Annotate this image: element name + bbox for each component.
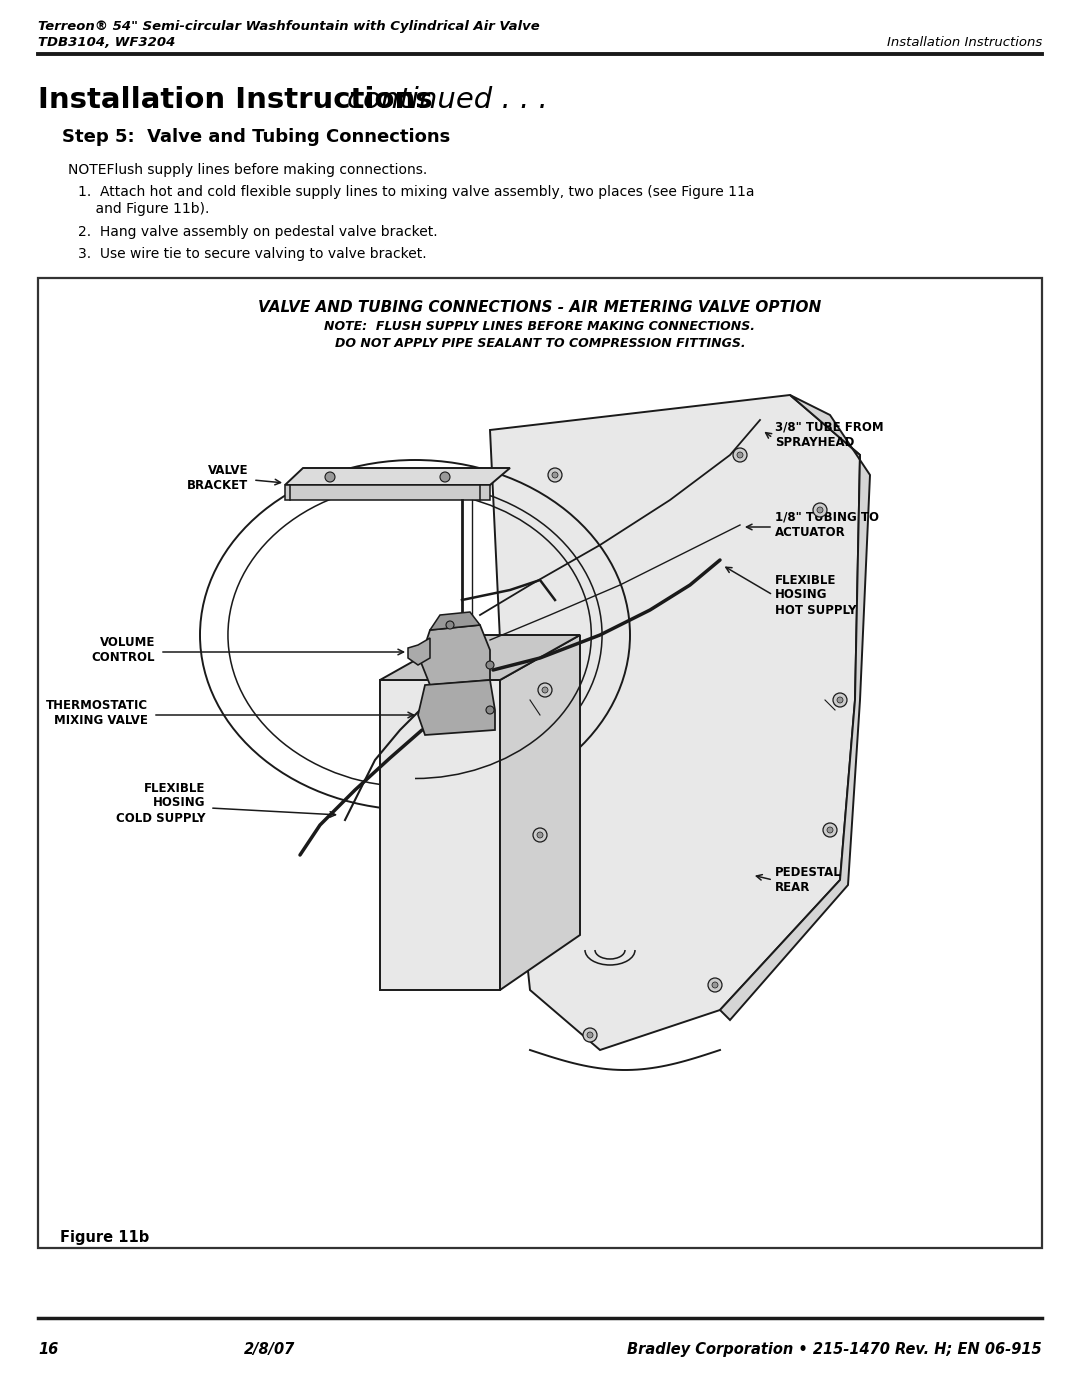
- Text: Bradley Corporation • 215-1470 Rev. H; EN 06-915: Bradley Corporation • 215-1470 Rev. H; E…: [627, 1343, 1042, 1356]
- Text: VALVE
BRACKET: VALVE BRACKET: [187, 464, 248, 492]
- Text: 1/8" TUBING TO
ACTUATOR: 1/8" TUBING TO ACTUATOR: [775, 511, 879, 539]
- Circle shape: [486, 661, 494, 669]
- Text: Step 5:  Valve and Tubing Connections: Step 5: Valve and Tubing Connections: [62, 129, 450, 147]
- Text: FLEXIBLE
HOSING
HOT SUPPLY: FLEXIBLE HOSING HOT SUPPLY: [775, 574, 856, 616]
- Polygon shape: [720, 395, 870, 1020]
- Circle shape: [486, 705, 494, 714]
- Polygon shape: [430, 612, 480, 630]
- Circle shape: [833, 693, 847, 707]
- Circle shape: [552, 472, 558, 478]
- Circle shape: [816, 507, 823, 513]
- Text: continued . . .: continued . . .: [347, 87, 548, 115]
- Text: Installation Instructions: Installation Instructions: [38, 87, 443, 115]
- Text: PEDESTAL
REAR: PEDESTAL REAR: [775, 866, 841, 894]
- Circle shape: [733, 448, 747, 462]
- Circle shape: [440, 472, 450, 482]
- Text: VALVE AND TUBING CONNECTIONS - AIR METERING VALVE OPTION: VALVE AND TUBING CONNECTIONS - AIR METER…: [258, 300, 822, 314]
- Circle shape: [537, 833, 543, 838]
- Circle shape: [446, 622, 454, 629]
- Text: VOLUME
CONTROL: VOLUME CONTROL: [92, 636, 156, 664]
- Circle shape: [534, 828, 546, 842]
- Circle shape: [548, 468, 562, 482]
- Circle shape: [827, 827, 833, 833]
- Circle shape: [712, 982, 718, 988]
- Polygon shape: [490, 395, 860, 1051]
- Circle shape: [538, 683, 552, 697]
- Bar: [380, 680, 500, 990]
- Text: NOTE:  FLUSH SUPPLY LINES BEFORE MAKING CONNECTIONS.: NOTE: FLUSH SUPPLY LINES BEFORE MAKING C…: [324, 320, 756, 332]
- Circle shape: [737, 453, 743, 458]
- Circle shape: [823, 823, 837, 837]
- Text: 2/8/07: 2/8/07: [244, 1343, 296, 1356]
- Circle shape: [588, 1032, 593, 1038]
- Circle shape: [542, 687, 548, 693]
- Text: Installation Instructions: Installation Instructions: [887, 36, 1042, 49]
- Text: 1.  Attach hot and cold flexible supply lines to mixing valve assembly, two plac: 1. Attach hot and cold flexible supply l…: [78, 184, 755, 198]
- Polygon shape: [408, 638, 430, 665]
- Text: Figure 11b: Figure 11b: [60, 1229, 149, 1245]
- Text: 3/8" TUBE FROM
SPRAYHEAD: 3/8" TUBE FROM SPRAYHEAD: [775, 420, 883, 448]
- Text: NOTEFlush supply lines before making connections.: NOTEFlush supply lines before making con…: [68, 163, 428, 177]
- Polygon shape: [500, 636, 580, 990]
- Text: and Figure 11b).: and Figure 11b).: [78, 203, 210, 217]
- Text: 3.  Use wire tie to secure valving to valve bracket.: 3. Use wire tie to secure valving to val…: [78, 247, 427, 261]
- Polygon shape: [418, 680, 495, 735]
- Polygon shape: [420, 624, 490, 685]
- Polygon shape: [285, 485, 490, 500]
- Circle shape: [708, 978, 723, 992]
- Polygon shape: [380, 636, 580, 680]
- Polygon shape: [285, 468, 510, 485]
- Text: THERMOSTATIC
MIXING VALVE: THERMOSTATIC MIXING VALVE: [45, 698, 148, 726]
- Circle shape: [813, 503, 827, 517]
- Text: 16: 16: [38, 1343, 58, 1356]
- Text: TDB3104, WF3204: TDB3104, WF3204: [38, 36, 175, 49]
- Text: FLEXIBLE
HOSING
COLD SUPPLY: FLEXIBLE HOSING COLD SUPPLY: [116, 781, 205, 824]
- Circle shape: [837, 697, 843, 703]
- Circle shape: [325, 472, 335, 482]
- Text: DO NOT APPLY PIPE SEALANT TO COMPRESSION FITTINGS.: DO NOT APPLY PIPE SEALANT TO COMPRESSION…: [335, 337, 745, 351]
- Text: 2.  Hang valve assembly on pedestal valve bracket.: 2. Hang valve assembly on pedestal valve…: [78, 225, 437, 239]
- Circle shape: [583, 1028, 597, 1042]
- Text: Terreon® 54" Semi-circular Washfountain with Cylindrical Air Valve: Terreon® 54" Semi-circular Washfountain …: [38, 20, 540, 34]
- Bar: [38, 278, 1042, 1248]
